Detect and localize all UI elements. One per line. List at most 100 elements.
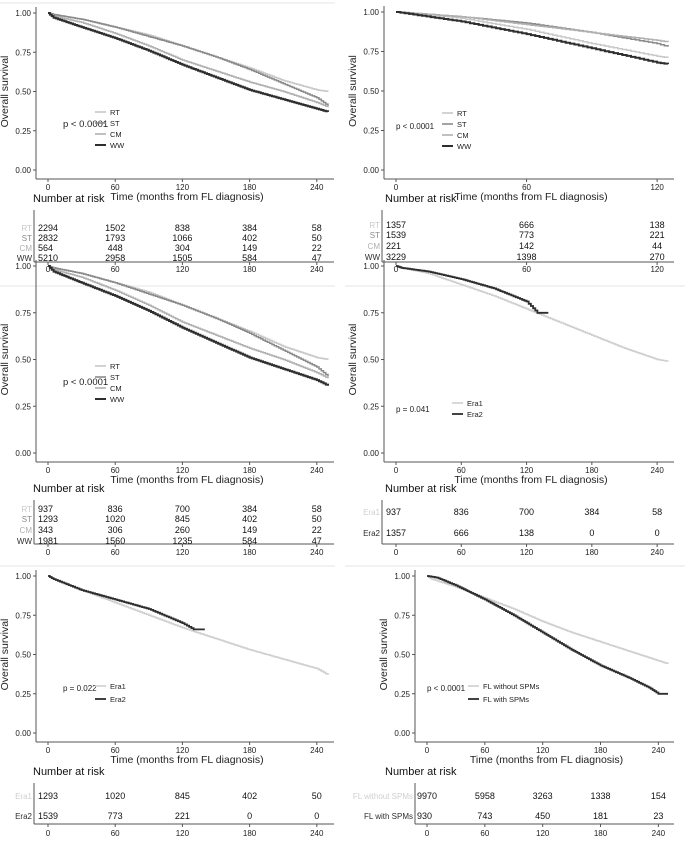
legend-label: WW (110, 395, 125, 404)
risk-x-tick-label: 60 (111, 829, 120, 838)
survival-curve (48, 265, 329, 379)
legend-label: WW (457, 142, 472, 151)
y-tick-label: 0.25 (394, 690, 410, 699)
x-tick-label: 240 (310, 746, 324, 755)
risk-value: 5958 (475, 791, 495, 801)
risk-value: 0 (589, 528, 594, 538)
legend-label: RT (110, 108, 120, 117)
risk-x-tick-label: 180 (594, 829, 608, 838)
km-panel: 0.00 0.25 0.50 0.75 1.00 0 60 120 180 240 Time (mo… (0, 565, 335, 838)
risk-value: 1357 (386, 220, 406, 230)
risk-value: 836 (454, 507, 469, 517)
risk-value: 142 (519, 241, 534, 251)
y-tick-label: 0.00 (15, 729, 31, 738)
risk-x-tick-label: 60 (522, 265, 531, 274)
risk-row-label: RT (21, 224, 32, 233)
x-tick-label: 60 (111, 466, 120, 475)
x-tick-label: 240 (310, 466, 324, 475)
x-tick-label: 60 (457, 466, 466, 475)
risk-value: 1293 (38, 514, 58, 524)
y-tick-label: 0.25 (363, 402, 379, 411)
legend-label: ST (110, 119, 120, 128)
y-tick-label: 0.50 (15, 88, 31, 97)
risk-value: 666 (454, 528, 469, 538)
x-tick-label: 180 (585, 466, 599, 475)
risk-value: 3263 (533, 791, 553, 801)
y-axis-label: Overall survival (0, 56, 11, 128)
risk-x-tick-label: 120 (520, 548, 534, 557)
risk-x-tick-label: 120 (176, 829, 190, 838)
x-tick-label: 60 (111, 746, 120, 755)
risk-row-label: Era1 (15, 792, 32, 801)
risk-value: 221 (386, 241, 401, 251)
x-tick-label: 60 (111, 183, 120, 192)
survival-curve (48, 575, 329, 675)
risk-x-tick-label: 180 (243, 548, 257, 557)
y-tick-label: 0.00 (15, 166, 31, 175)
legend-label: Era2 (467, 410, 483, 419)
y-tick-label: 0.75 (15, 611, 31, 620)
survival-curve (396, 11, 669, 43)
risk-value: 838 (175, 223, 190, 233)
risk-value: 384 (584, 507, 599, 517)
survival-curve (48, 265, 329, 386)
survival-curve (48, 12, 329, 106)
survival-curve (48, 575, 205, 631)
risk-value: 0 (314, 811, 319, 821)
legend-label: CM (110, 130, 122, 139)
y-tick-label: 0.75 (363, 309, 379, 318)
y-tick-label: 0.00 (363, 166, 379, 175)
survival-curve (48, 12, 329, 113)
risk-x-tick-label: 240 (310, 829, 324, 838)
risk-row-label: RT (21, 505, 32, 514)
risk-x-tick-label: 180 (585, 548, 599, 557)
x-tick-label: 180 (243, 183, 257, 192)
risk-x-tick-label: 60 (111, 265, 120, 274)
risk-value: 270 (650, 252, 665, 262)
legend-label: Era1 (110, 682, 126, 691)
risk-value: 937 (38, 504, 53, 514)
risk-value: 50 (312, 514, 322, 524)
x-tick-label: 0 (46, 746, 51, 755)
risk-row-label: FL without SPMs (353, 792, 413, 801)
risk-value: 1539 (386, 230, 406, 240)
legend-label: ST (110, 373, 120, 382)
y-tick-label: 1.00 (15, 572, 31, 581)
risk-table-title: Number at risk (33, 766, 105, 778)
y-tick-label: 1.00 (15, 262, 31, 271)
risk-row-label: CM (368, 242, 381, 251)
risk-row-label: CM (20, 244, 33, 253)
x-axis-label: Time (months from FL diagnosis) (110, 191, 263, 203)
survival-curve (396, 265, 669, 362)
risk-value: 22 (312, 525, 322, 535)
x-tick-label: 180 (594, 746, 608, 755)
risk-x-tick-label: 0 (46, 265, 51, 274)
risk-row-label: WW (17, 254, 33, 263)
risk-x-tick-label: 0 (46, 829, 51, 838)
x-tick-label: 120 (176, 466, 190, 475)
risk-value: 384 (242, 504, 257, 514)
x-tick-label: 120 (520, 466, 534, 475)
y-tick-label: 0.25 (15, 402, 31, 411)
risk-value: 23 (653, 811, 663, 821)
y-tick-label: 1.00 (363, 262, 379, 271)
risk-table-title: Number at risk (33, 483, 105, 495)
risk-value: 743 (477, 811, 492, 821)
x-axis-label: Time (months from FL diagnosis) (454, 474, 607, 486)
risk-row-label: WW (17, 537, 33, 546)
p-value: p < 0.0001 (63, 377, 108, 388)
x-axis-label: Time (months from FL diagnosis) (110, 474, 263, 486)
y-tick-label: 0.75 (394, 611, 410, 620)
risk-row-label: ST (22, 234, 32, 243)
y-tick-label: 0.50 (15, 356, 31, 365)
risk-value: 700 (519, 507, 534, 517)
risk-value: 836 (108, 504, 123, 514)
risk-x-tick-label: 120 (176, 548, 190, 557)
x-tick-label: 0 (46, 183, 51, 192)
x-tick-label: 180 (243, 466, 257, 475)
risk-value: 845 (175, 791, 190, 801)
x-tick-label: 240 (310, 183, 324, 192)
legend-label: ST (457, 120, 467, 129)
p-value: p = 0.041 (396, 405, 430, 414)
